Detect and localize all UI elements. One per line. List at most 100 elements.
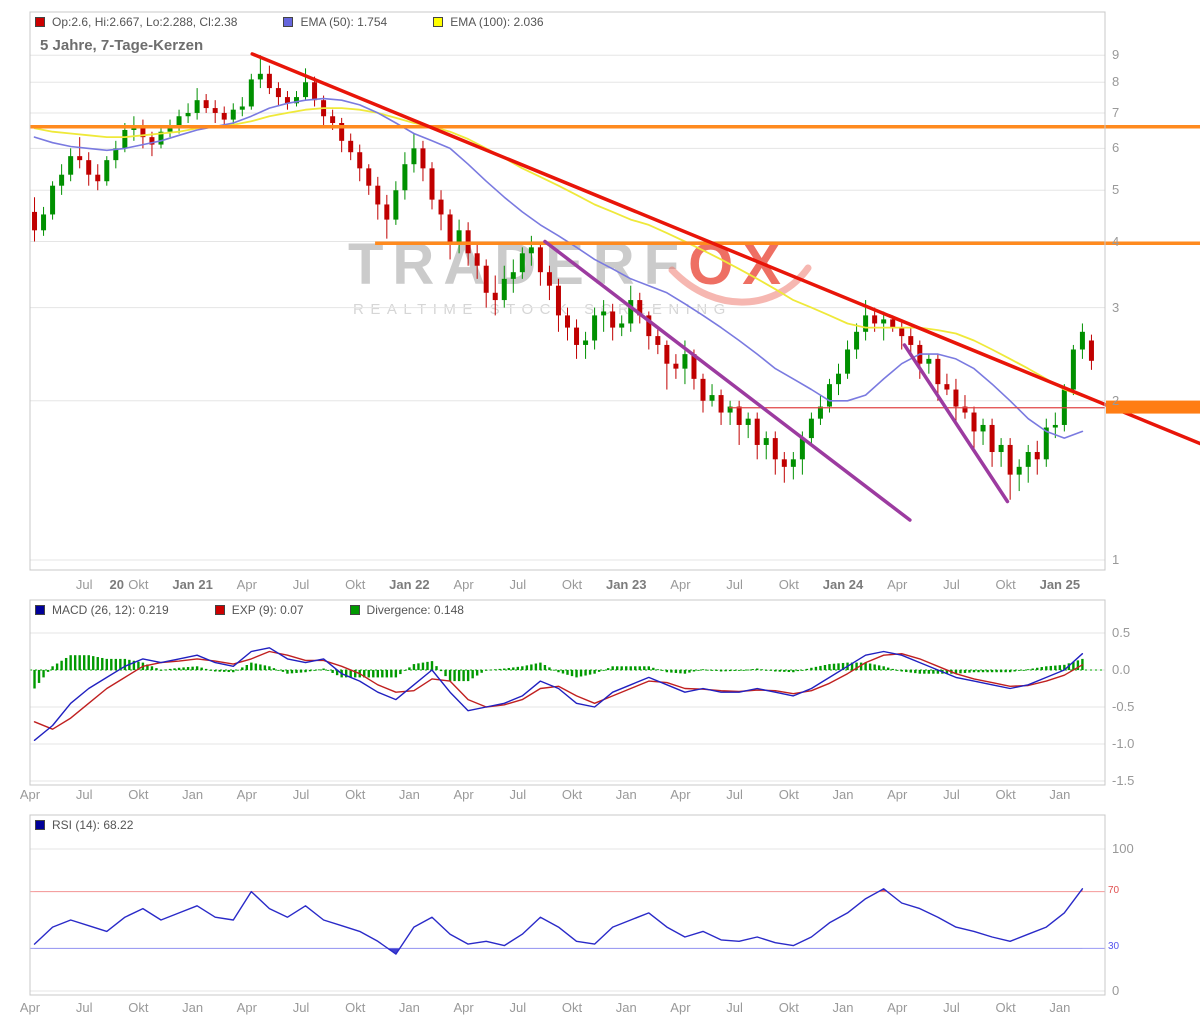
ema100-legend-label: EMA (100): 2.036 [450,15,544,29]
ema50-line [33,97,1084,439]
main-y-axis-label: 1 [1112,552,1120,567]
chart-title: 5 Jahre, 7-Tage-Kerzen [40,37,204,54]
rsi-x-axis-label: Jan [182,1000,204,1015]
macd-x-axis-label: Jan [615,787,637,802]
orange-price-marker [1106,400,1200,414]
main-x-axis-label: Jul [75,577,93,592]
macd-x-axis-label: Jul [75,787,93,802]
macd-line [33,647,1084,741]
rsi-x-axis-label: Jul [75,1000,93,1015]
rsi-legend: RSI (14): 68.22 [35,818,179,832]
rsi-x-axis-label: Apr [453,1000,474,1015]
macd-y-axis-label: -1.5 [1112,773,1135,788]
macd-x-axis-label: Okt [995,787,1016,802]
macd-x-axis-label: Okt [561,787,583,802]
rsi-x-axis-label: Jan [398,1000,420,1015]
purple-trendline [543,239,912,522]
rsi-legend-label: RSI (14): 68.22 [52,818,134,832]
rsi-overbought-label: 70 [1108,884,1120,896]
macd-x-axis-label: Apr [453,787,474,802]
macd-signal-line [33,650,1084,730]
rsi-x-axis-label: Apr [670,1000,691,1015]
macd-legend-label: MACD (26, 12): 0.219 [52,603,169,617]
main-x-axis-label: Jul [943,577,960,592]
macd-x-axis-label: Jan [1049,787,1071,802]
macd-y-axis-label: -0.5 [1112,699,1135,714]
rsi-x-axis-label: Jul [726,1000,743,1015]
main-y-axis-label: 7 [1112,104,1120,120]
rsi-oversold-fill [34,948,1083,955]
rsi-gridlines [30,848,1105,992]
main-x-axis-label: Jul [292,577,310,592]
macd-gridlines [30,632,1105,782]
main-x-axis-label: Jan 22 [389,577,430,592]
main-x-axis-label: Apr [453,577,474,592]
macd-x-axis-label: Jul [292,787,310,802]
rsi-x-axis-label: Okt [345,1000,366,1015]
main-x-axis-label: Okt [128,577,149,592]
red-trendline [250,52,1200,446]
rsi-x-axis-label: Jan [1049,1000,1071,1015]
macd-y-axis-label: 0.5 [1112,625,1131,640]
main-gridlines [30,54,1105,561]
macd-x-axis-label: Okt [345,787,366,802]
macd-x-axis-label: Jul [943,787,960,802]
main-x-axis-label: Jan 21 [172,577,213,592]
rsi-y-axis-label: 100 [1112,841,1134,856]
candlestick-layer [32,55,1094,500]
rsi-legend-swatch [35,820,45,830]
rsi-x-axis-label: Jul [509,1000,527,1015]
macd-x-axis-label: Jan [398,787,420,802]
rsi-line [33,888,1084,955]
main-x-axis-label: Okt [995,577,1016,592]
divergence-legend-label: Divergence: 0.148 [366,603,464,617]
macd-legend: MACD (26, 12): 0.219 EXP (9): 0.07 Diver… [35,603,510,617]
ohlc-legend-swatch [35,17,45,27]
main-y-axis-label: 8 [1112,74,1120,90]
ema50-legend-item: EMA (50): 1.754 [283,15,387,29]
rsi-x-axis-label: Jan [832,1000,854,1015]
ohlc-legend-label: Op:2.6, Hi:2.667, Lo:2.288, Cl:2.38 [52,15,238,29]
rsi-x-axis-label: Okt [995,1000,1016,1015]
ohlc-legend-item: Op:2.6, Hi:2.667, Lo:2.288, Cl:2.38 [35,15,237,29]
purple-trendline [902,343,1010,504]
macd-x-axis-label: Apr [670,787,691,802]
macd-x-axis-label: Apr [19,787,41,802]
main-y-axis-label: 2 [1112,392,1120,408]
main-panel-border [29,11,1106,571]
rsi-oversold-label: 30 [1108,941,1120,953]
ema50-legend-label: EMA (50): 1.754 [300,15,388,29]
macd-y-axis-label: -1.0 [1112,736,1135,751]
main-y-axis-label: 9 [1112,47,1120,63]
main-y-axis-label: 6 [1112,140,1120,156]
macd-x-axis-label: Jan [182,787,204,802]
main-x-axis-label: Apr [236,577,257,592]
macd-x-axis-label: Jan [832,787,854,802]
rsi-x-axis-label: Jan [615,1000,637,1015]
main-x-axis-label: Jul [509,577,527,592]
rsi-panel-border [29,814,1106,996]
main-y-axis-label: 5 [1112,182,1120,198]
ema100-legend-item: EMA (100): 2.036 [433,15,544,29]
rsi-x-axis-label: Okt [778,1000,799,1015]
exp-legend-label: EXP (9): 0.07 [231,603,304,617]
main-chart-legend: Op:2.6, Hi:2.667, Lo:2.288, Cl:2.38 EMA … [35,15,590,29]
divergence-legend-item: Divergence: 0.148 [349,603,464,617]
main-x-axis-label: Okt [345,577,366,592]
drawn-overlays [30,52,1200,522]
main-x-axis-label: Jan 25 [1039,577,1081,592]
main-x-axis-label: Okt [778,577,799,592]
macd-x-axis-label: Jul [726,787,743,802]
main-x-axis-label: 20 [109,577,124,592]
rsi-x-axis-label: Okt [561,1000,583,1015]
macd-x-axis-label: Okt [128,787,149,802]
macd-x-axis-label: Apr [887,787,908,802]
main-x-axis-label: Okt [561,577,583,592]
rsi-x-axis-label: Apr [19,1000,41,1015]
main-y-axis-label: 3 [1112,299,1120,315]
rsi-y-axis-label: 0 [1112,983,1120,998]
main-x-axis-label: Apr [887,577,908,592]
rsi-x-axis-label: Jul [943,1000,960,1015]
